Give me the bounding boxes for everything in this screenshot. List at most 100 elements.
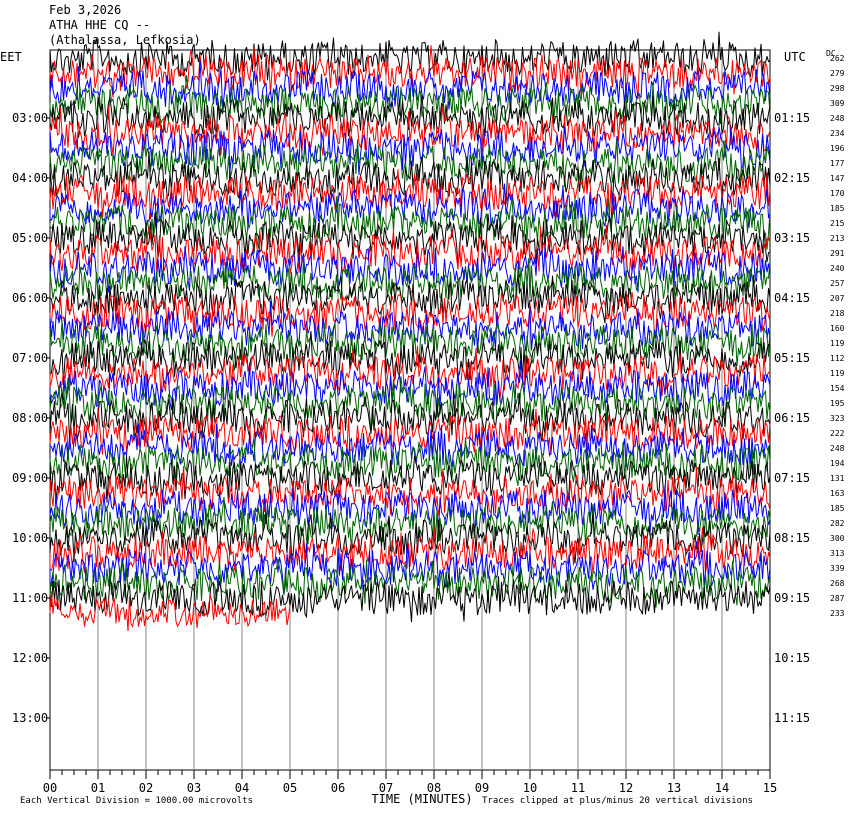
dc-offset-value: 218: [830, 309, 845, 318]
right-axis-label: UTC: [784, 50, 806, 64]
x-tick-label: 12: [619, 781, 633, 795]
seismic-trace: [49, 408, 771, 455]
x-tick-label: 00: [43, 781, 57, 795]
dc-offset-value: 248: [830, 114, 845, 123]
dc-offset-value: 119: [830, 339, 845, 348]
x-tick-label: 15: [763, 781, 777, 795]
dc-offset-value: 248: [830, 444, 845, 453]
right-hour-tick-label: 02:15: [774, 171, 810, 185]
dc-offset-value: 234: [830, 129, 845, 138]
x-tick-label: 01: [91, 781, 105, 795]
x-tick-label: 11: [571, 781, 585, 795]
dc-offset-value: 300: [830, 534, 845, 543]
seismic-trace: [49, 183, 771, 232]
left-axis-label: EET: [0, 50, 22, 64]
seismic-trace: [49, 320, 771, 371]
right-hour-tick-label: 08:15: [774, 531, 810, 545]
dc-offset-value: 323: [830, 414, 845, 423]
dc-offset-value: 112: [830, 354, 845, 363]
dc-offset-value: 222: [830, 429, 845, 438]
x-tick-label: 08: [427, 781, 441, 795]
right-hour-tick-label: 10:15: [774, 651, 810, 665]
right-hour-tick-label: 11:15: [774, 711, 810, 725]
x-tick-label: 09: [475, 781, 489, 795]
x-tick-label: 10: [523, 781, 537, 795]
dc-offset-value: 177: [830, 159, 845, 168]
dc-label: DC: [826, 49, 836, 58]
right-hour-tick-label: 01:15: [774, 111, 810, 125]
dc-offset-value: 196: [830, 144, 845, 153]
clip-note: Traces clipped at plus/minus 20 vertical…: [482, 796, 753, 806]
x-tick-label: 03: [187, 781, 201, 795]
dc-offset-value: 195: [830, 399, 845, 408]
dc-offset-value: 298: [830, 84, 845, 93]
seismic-trace: [49, 485, 771, 535]
seismic-trace: [49, 212, 771, 265]
right-hour-tick-label: 09:15: [774, 591, 810, 605]
seismic-trace: [49, 126, 771, 175]
left-hour-tick-label: 11:00: [12, 591, 48, 605]
seismic-trace: [49, 45, 771, 99]
x-tick-label: 07: [379, 781, 393, 795]
seismic-trace: [49, 292, 771, 339]
dc-offset-value: 213: [830, 234, 845, 243]
dc-offset-value: 215: [830, 219, 845, 228]
dc-offset-value: 119: [830, 369, 845, 378]
dc-offset-value: 309: [830, 99, 845, 108]
dc-offset-value: 185: [830, 204, 845, 213]
dc-offset-value: 240: [830, 264, 845, 273]
right-hour-tick-label: 07:15: [774, 471, 810, 485]
dc-offset-value: 154: [830, 384, 845, 393]
dc-offset-value: 287: [830, 594, 845, 603]
x-tick-label: 02: [139, 781, 153, 795]
x-axis-label: TIME (MINUTES): [371, 792, 472, 806]
right-hour-tick-label: 03:15: [774, 231, 810, 245]
seismic-trace: [49, 390, 771, 442]
seismic-trace: [49, 196, 771, 250]
left-hour-tick-label: 05:00: [12, 231, 48, 245]
right-hour-tick-label: 04:15: [774, 291, 810, 305]
dc-offset-value: 339: [830, 564, 845, 573]
seismic-trace: [49, 274, 771, 324]
seismic-trace: [49, 139, 771, 189]
seismic-trace: [49, 541, 771, 595]
seismic-trace: [49, 330, 771, 386]
vertical-scale-note: Each Vertical Division = 1000.00 microvo…: [20, 796, 253, 806]
left-hour-tick-label: 03:00: [12, 111, 48, 125]
seismic-trace: [49, 437, 771, 487]
x-tick-label: 06: [331, 781, 345, 795]
seismic-trace: [49, 570, 771, 623]
seismic-trace: [49, 246, 771, 293]
left-hour-tick-label: 07:00: [12, 351, 48, 365]
dc-offset-value: 131: [830, 474, 845, 483]
left-hour-tick-label: 12:00: [12, 651, 48, 665]
x-tick-label: 05: [283, 781, 297, 795]
dc-offset-value: 185: [830, 504, 845, 513]
seismic-trace: [49, 512, 771, 564]
seismic-trace: [49, 169, 771, 220]
station-location: (Athalassa, Lefkosia): [49, 33, 201, 47]
right-hour-tick-label: 06:15: [774, 411, 810, 425]
dc-offset-value: 170: [830, 189, 845, 198]
dc-offset-value: 279: [830, 69, 845, 78]
left-hour-tick-label: 08:00: [12, 411, 48, 425]
dc-offset-value: 282: [830, 519, 845, 528]
x-tick-label: 14: [715, 781, 729, 795]
seismic-trace: [49, 105, 771, 160]
seismic-trace: [49, 559, 771, 608]
station-code: ATHA HHE CQ --: [49, 18, 151, 32]
dc-offset-value: 262: [830, 54, 845, 63]
dc-offset-value: 207: [830, 294, 845, 303]
dc-offset-value: 163: [830, 489, 845, 498]
seismic-trace: [49, 591, 291, 632]
seismic-trace: [49, 455, 771, 503]
dc-offset-value: 257: [830, 279, 845, 288]
x-tick-label: 13: [667, 781, 681, 795]
seismic-trace: [49, 224, 771, 278]
left-hour-tick-label: 13:00: [12, 711, 48, 725]
dc-offset-value: 268: [830, 579, 845, 588]
dc-offset-value: 147: [830, 174, 845, 183]
left-hour-tick-label: 09:00: [12, 471, 48, 485]
